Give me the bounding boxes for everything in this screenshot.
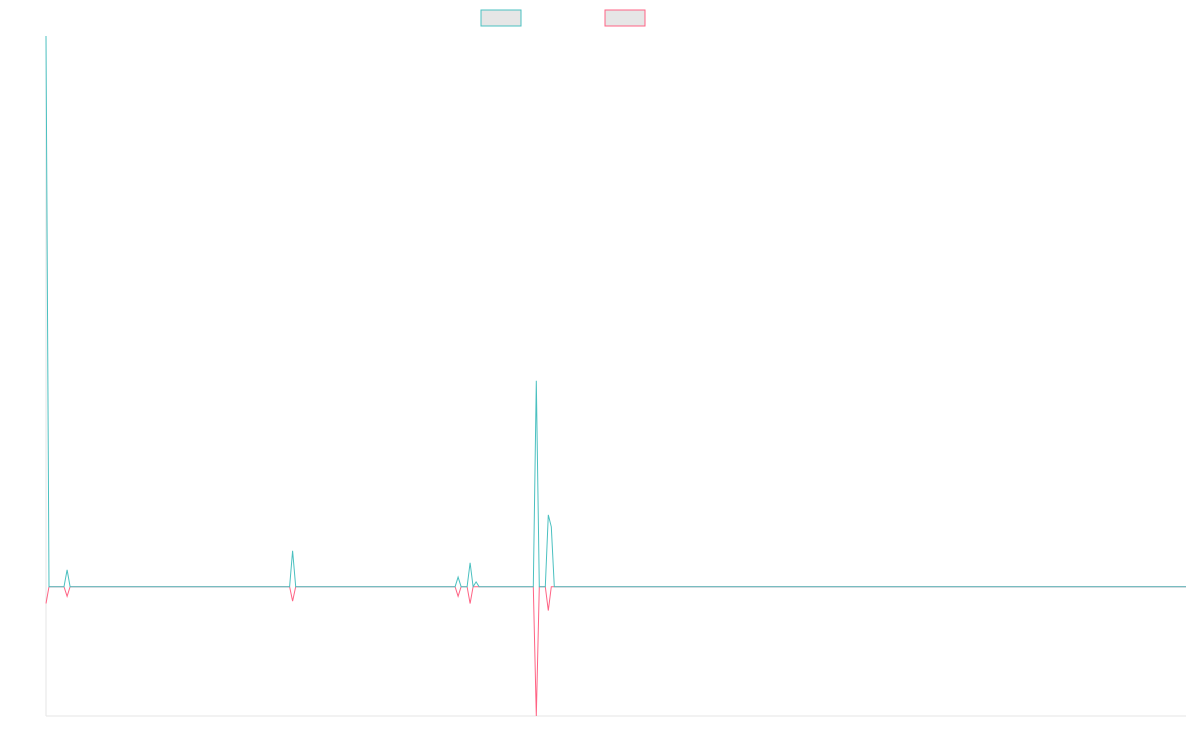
plot-area [45, 35, 1186, 717]
chart-legend [480, 9, 646, 27]
legend-swatch-series-b[interactable] [604, 9, 646, 27]
legend-swatch-series-a[interactable] [480, 9, 522, 27]
series-line-b [45, 586, 1186, 717]
chart-axes [45, 36, 1186, 717]
series-line-a [45, 35, 1186, 589]
